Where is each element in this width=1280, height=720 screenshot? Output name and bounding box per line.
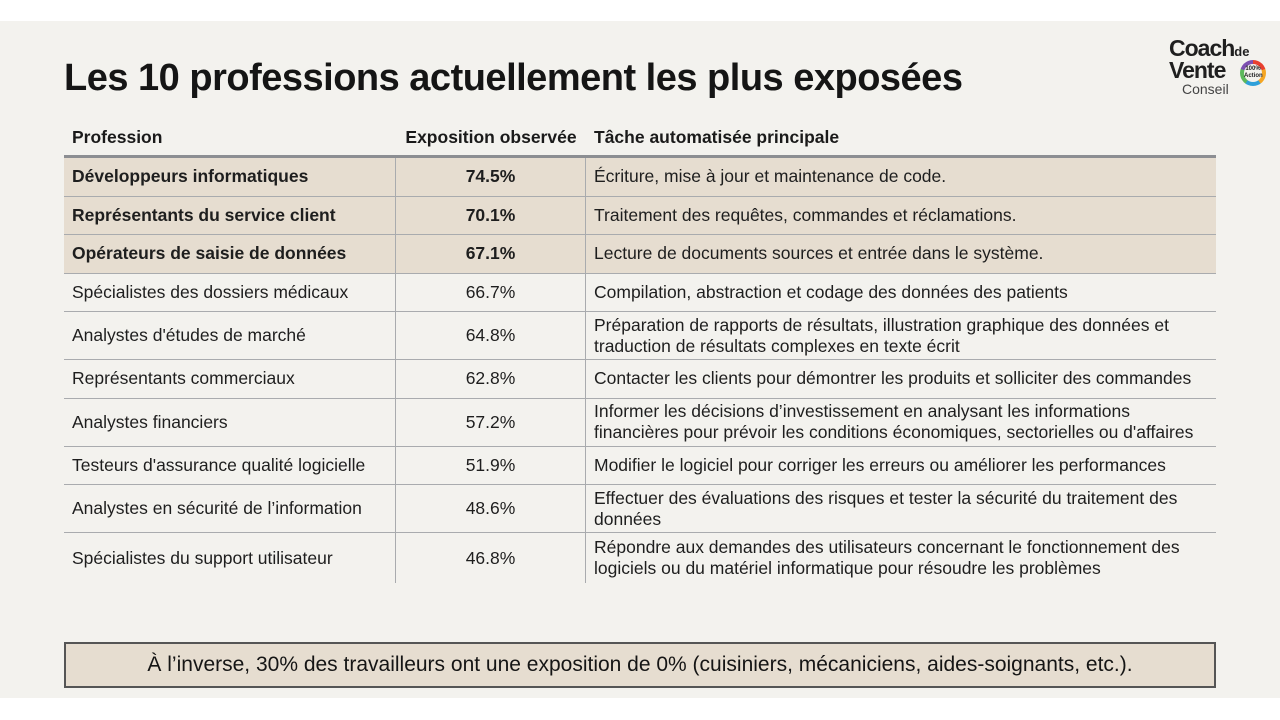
cell-task: Écriture, mise à jour et maintenance de … xyxy=(594,166,947,187)
cell-profession: Opérateurs de saisie de données xyxy=(64,235,396,273)
cell-exposure: 64.8% xyxy=(396,312,586,359)
table-row: Testeurs d'assurance qualité logicielle … xyxy=(64,446,1216,485)
logo-line-1: Coachde xyxy=(1169,35,1250,61)
cell-profession: Représentants du service client xyxy=(64,196,396,234)
cell-task: Préparation de rapports de résultats, il… xyxy=(594,314,1169,356)
table-row: Analystes en sécurité de l’information 4… xyxy=(64,485,1216,533)
cell-profession: Analystes en sécurité de l’information xyxy=(64,485,396,532)
footer-note: À l’inverse, 30% des travailleurs ont un… xyxy=(64,642,1216,688)
cell-task: Traitement des requêtes, commandes et ré… xyxy=(594,204,1017,225)
table-row: Spécialistes du support utilisateur 46.8… xyxy=(64,533,1216,583)
cell-profession: Spécialistes du support utilisateur xyxy=(64,533,396,583)
cell-task: Lecture de documents sources et entrée d… xyxy=(594,243,1044,264)
cell-profession: Représentants commerciaux xyxy=(64,360,396,398)
header-profession: Profession xyxy=(72,126,163,147)
table-row: Opérateurs de saisie de données 67.1% Le… xyxy=(64,235,1216,274)
brand-logo: Coachde Vente Conseil 100% Action xyxy=(1166,33,1272,105)
cell-profession: Testeurs d'assurance qualité logicielle xyxy=(64,446,396,484)
cell-exposure: 57.2% xyxy=(396,398,586,446)
header-task: Tâche automatisée principale xyxy=(594,126,840,147)
table-row: Analystes d'études de marché 64.8% Prépa… xyxy=(64,312,1216,360)
cell-exposure: 46.8% xyxy=(396,533,586,583)
cell-profession: Analystes financiers xyxy=(64,398,396,446)
cell-exposure: 62.8% xyxy=(396,360,586,398)
cell-exposure: 48.6% xyxy=(396,485,586,532)
cell-exposure: 51.9% xyxy=(396,446,586,484)
cell-exposure: 70.1% xyxy=(396,196,586,234)
cell-task: Informer les décisions d’investissement … xyxy=(594,401,1194,442)
logo-badge-icon: 100% Action xyxy=(1240,60,1266,86)
cell-exposure: 67.1% xyxy=(396,235,586,273)
cell-profession: Développeurs informatiques xyxy=(64,158,396,196)
cell-task: Contacter les clients pour démontrer les… xyxy=(594,368,1192,389)
header-exposure: Exposition observée xyxy=(405,126,577,147)
cell-exposure: 66.7% xyxy=(396,273,586,311)
professions-table: Profession Exposition observée Tâche aut… xyxy=(64,119,1216,583)
table-row: Représentants commerciaux 62.8% Contacte… xyxy=(64,360,1216,399)
table-row: Analystes financiers 57.2% Informer les … xyxy=(64,398,1216,447)
cell-task: Effectuer des évaluations des risques et… xyxy=(594,487,1178,529)
logo-line-3: Conseil xyxy=(1182,81,1229,97)
table-header: Profession Exposition observée Tâche aut… xyxy=(64,119,1216,158)
cell-profession: Analystes d'études de marché xyxy=(64,312,396,359)
cell-task: Compilation, abstraction et codage des d… xyxy=(594,281,1068,302)
cell-task: Modifier le logiciel pour corriger les e… xyxy=(594,454,1166,475)
cell-task: Répondre aux demandes des utilisateurs c… xyxy=(594,537,1180,578)
page-title: Les 10 professions actuellement les plus… xyxy=(64,57,963,99)
table-row: Représentants du service client 70.1% Tr… xyxy=(64,196,1216,235)
cell-exposure: 74.5% xyxy=(396,158,586,196)
cell-profession: Spécialistes des dossiers médicaux xyxy=(64,273,396,311)
slide: Les 10 professions actuellement les plus… xyxy=(0,21,1280,698)
logo-line-2: Vente xyxy=(1169,57,1226,83)
table-row: Spécialistes des dossiers médicaux 66.7%… xyxy=(64,273,1216,312)
table-row: Développeurs informatiques 74.5% Écritur… xyxy=(64,158,1216,197)
